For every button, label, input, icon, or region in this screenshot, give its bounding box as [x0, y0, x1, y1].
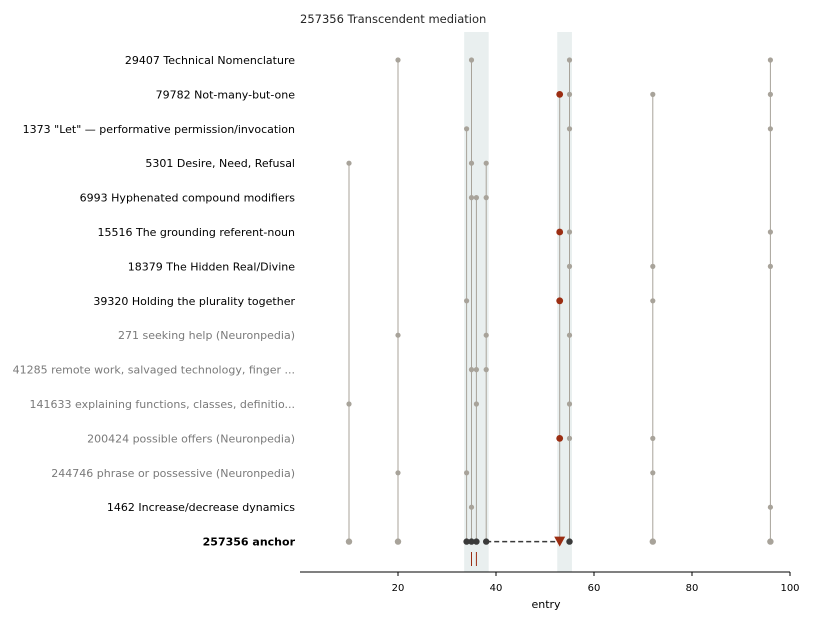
- row-label: 1462 Increase/decrease dynamics: [107, 501, 295, 514]
- anchor-point: [468, 538, 475, 545]
- row-label: 200424 possible offers (Neuronpedia): [87, 432, 295, 445]
- highlight-point: [556, 91, 564, 98]
- row-label: 257356 anchor: [203, 536, 296, 549]
- data-point: [468, 195, 475, 201]
- data-point: [566, 263, 573, 269]
- data-point: [395, 57, 401, 63]
- row-label: 1373 "Let" — performative permission/inv…: [23, 123, 295, 136]
- data-point: [566, 57, 573, 63]
- data-point: [464, 470, 470, 476]
- anchor-point: [566, 538, 573, 545]
- chart-title: 257356 Transcendent mediation: [300, 12, 486, 26]
- row-labels: 29407 Technical Nomenclature 79782 Not-ma…: [13, 54, 296, 549]
- data-point: [650, 263, 656, 269]
- data-point: [468, 160, 475, 166]
- x-tick-label: 80: [686, 583, 699, 594]
- row-label: 244746 phrase or possessive (Neuronpedia…: [51, 467, 295, 480]
- row-label: 141633 explaining functions, classes, de…: [30, 398, 295, 411]
- anchor-triangle-marker: [554, 536, 566, 547]
- data-point: [566, 401, 573, 407]
- data-point: [473, 367, 479, 373]
- x-axis: 20 40 60 80 100: [300, 571, 800, 594]
- data-point: [346, 401, 352, 407]
- highlight-point: [556, 228, 564, 236]
- data-point: [483, 195, 489, 201]
- row-stems: [348, 60, 771, 542]
- data-point: [767, 504, 774, 510]
- x-tick-label: 60: [588, 583, 601, 594]
- data-point: [468, 367, 475, 373]
- data-point: [395, 470, 401, 476]
- highlight-bands: [464, 32, 572, 572]
- row-label: 6993 Hyphenated compound modifiers: [80, 192, 296, 205]
- data-point: [473, 401, 479, 407]
- x-tick-label: 40: [490, 583, 503, 594]
- x-axis-label: entry: [531, 598, 561, 611]
- data-point: [346, 160, 352, 166]
- data-points: [345, 57, 774, 566]
- anchor-point: [345, 538, 353, 545]
- highlight-point: [556, 297, 564, 305]
- data-point: [464, 126, 470, 132]
- data-point: [650, 91, 656, 97]
- data-point: [483, 332, 489, 338]
- data-point: [464, 298, 470, 304]
- data-point: [650, 435, 656, 441]
- data-point: [473, 195, 479, 201]
- data-point: [650, 298, 656, 304]
- data-point: [468, 57, 475, 63]
- data-point: [566, 435, 573, 441]
- data-point: [767, 263, 774, 269]
- anchor-point: [463, 538, 470, 545]
- data-point: [566, 332, 573, 338]
- row-label: 5301 Desire, Need, Refusal: [145, 157, 295, 170]
- row-label: 39320 Holding the plurality together: [93, 295, 295, 308]
- data-point: [767, 91, 774, 97]
- data-point: [566, 229, 573, 235]
- row-label: 18379 The Hidden Real/Divine: [128, 260, 295, 273]
- data-point: [650, 470, 656, 476]
- row-label: 15516 The grounding referent-noun: [97, 226, 295, 239]
- highlight-point: [556, 435, 564, 442]
- anchor-point: [473, 538, 480, 545]
- anchor-point: [649, 538, 656, 545]
- anchor-point: [483, 538, 490, 545]
- data-point: [767, 229, 774, 235]
- data-point: [483, 160, 489, 166]
- data-point: [468, 504, 475, 510]
- x-tick-label: 100: [780, 583, 799, 594]
- row-label: 79782 Not-many-but-one: [156, 88, 296, 101]
- row-label: 41285 remote work, salvaged technology, …: [13, 364, 295, 377]
- data-point: [566, 91, 573, 97]
- row-label: 29407 Technical Nomenclature: [125, 54, 295, 67]
- data-point: [395, 332, 401, 338]
- data-point: [566, 126, 573, 132]
- data-point: [767, 126, 774, 132]
- anchor-point: [394, 538, 402, 545]
- data-point: [483, 367, 489, 373]
- data-point: [767, 57, 774, 63]
- row-label: 271 seeking help (Neuronpedia): [118, 329, 295, 342]
- x-tick-label: 20: [392, 583, 405, 594]
- anchor-point: [767, 538, 774, 545]
